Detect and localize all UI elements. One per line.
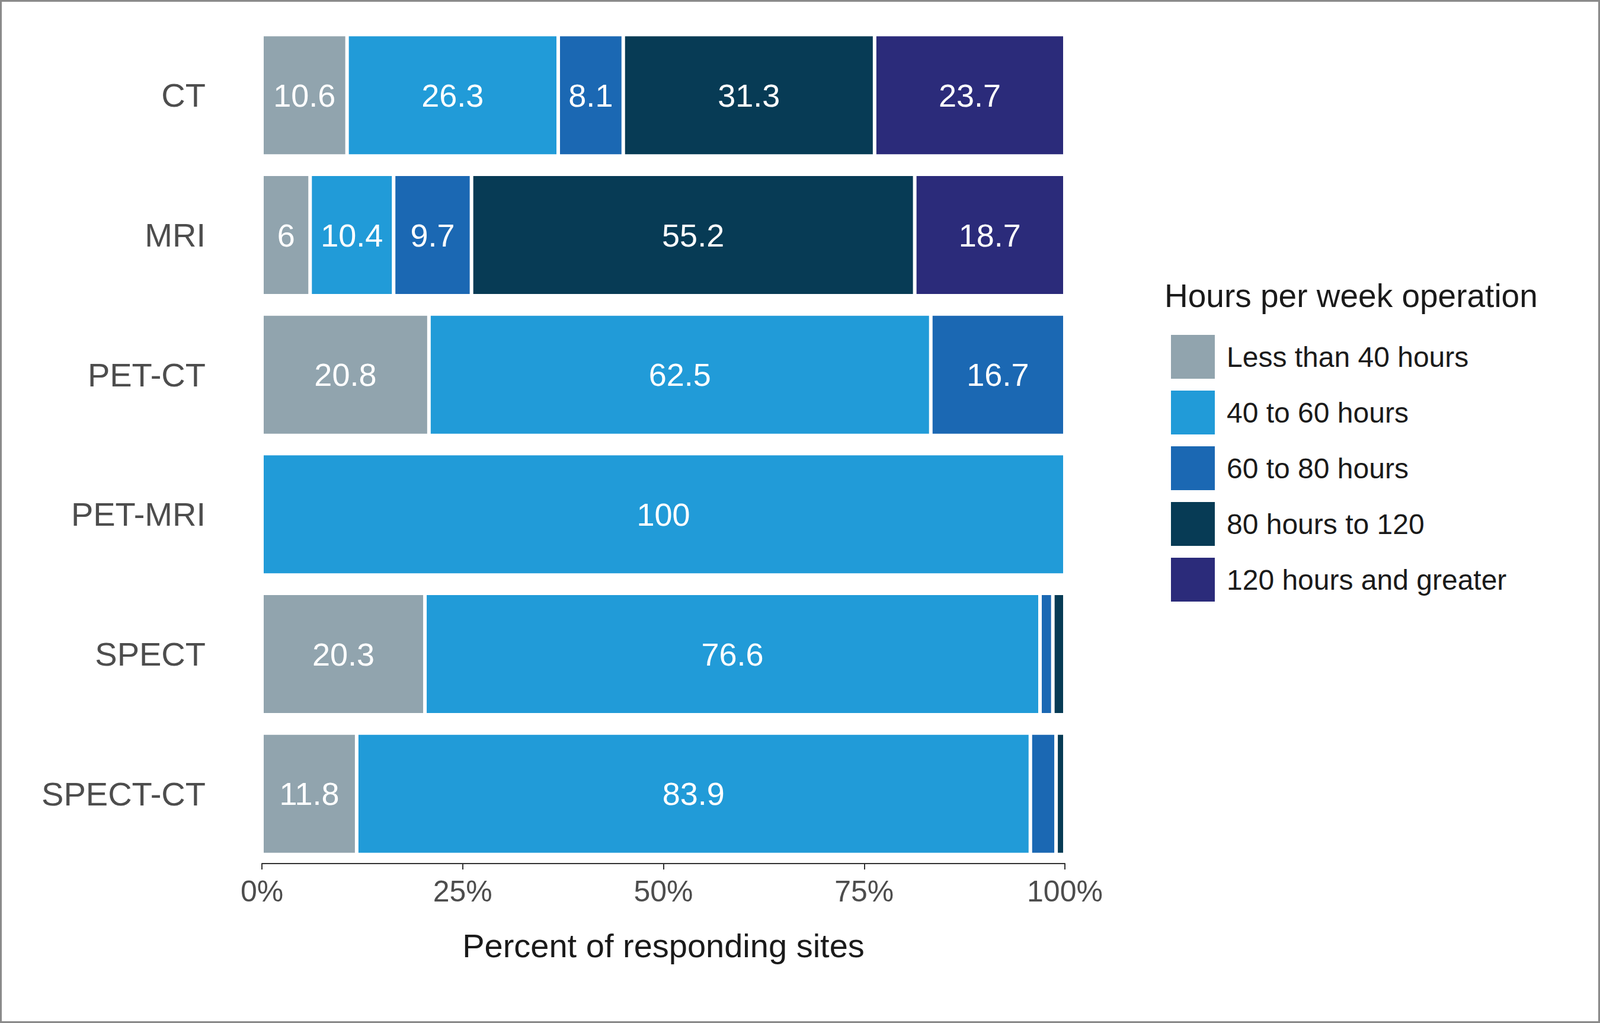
svg-text:8.1: 8.1 — [568, 77, 613, 114]
svg-text:55.2: 55.2 — [661, 217, 725, 254]
svg-text:18.7: 18.7 — [958, 217, 1022, 254]
svg-text:20.3: 20.3 — [312, 636, 375, 672]
svg-text:75%: 75% — [834, 874, 894, 908]
svg-text:62.5: 62.5 — [648, 356, 712, 393]
svg-text:Hours per week operation: Hours per week operation — [1164, 277, 1538, 315]
svg-text:26.3: 26.3 — [421, 77, 484, 114]
svg-text:SPECT: SPECT — [94, 635, 206, 673]
svg-text:CT: CT — [161, 76, 206, 114]
svg-text:23.7: 23.7 — [938, 77, 1001, 114]
svg-text:0%: 0% — [240, 874, 284, 908]
svg-text:9.7: 9.7 — [410, 217, 455, 254]
svg-text:31.3: 31.3 — [717, 77, 780, 114]
svg-text:16.7: 16.7 — [966, 356, 1029, 393]
svg-text:PET-CT: PET-CT — [87, 356, 206, 394]
svg-text:50%: 50% — [633, 874, 693, 908]
svg-text:76.6: 76.6 — [701, 636, 764, 672]
svg-text:SPECT-CT: SPECT-CT — [41, 775, 206, 813]
svg-text:80 hours to 120: 80 hours to 120 — [1226, 508, 1425, 540]
svg-text:40 to 60 hours: 40 to 60 hours — [1226, 397, 1409, 429]
svg-text:11.8: 11.8 — [279, 775, 339, 812]
svg-text:10.6: 10.6 — [273, 77, 336, 114]
svg-text:6: 6 — [277, 217, 296, 254]
svg-text:60 to 80 hours: 60 to 80 hours — [1226, 452, 1409, 485]
svg-text:100%: 100% — [1026, 874, 1103, 908]
svg-text:20.8: 20.8 — [314, 356, 377, 393]
svg-text:Less than 40 hours: Less than 40 hours — [1226, 341, 1469, 373]
svg-text:MRI: MRI — [144, 216, 206, 254]
svg-text:PET-MRI: PET-MRI — [71, 495, 206, 533]
svg-text:83.9: 83.9 — [662, 775, 725, 812]
svg-text:120 hours and greater: 120 hours and greater — [1226, 564, 1507, 596]
svg-text:100: 100 — [636, 496, 690, 533]
svg-text:25%: 25% — [433, 874, 493, 908]
svg-text:Percent of responding sites: Percent of responding sites — [462, 926, 865, 965]
svg-text:10.4: 10.4 — [320, 217, 383, 254]
